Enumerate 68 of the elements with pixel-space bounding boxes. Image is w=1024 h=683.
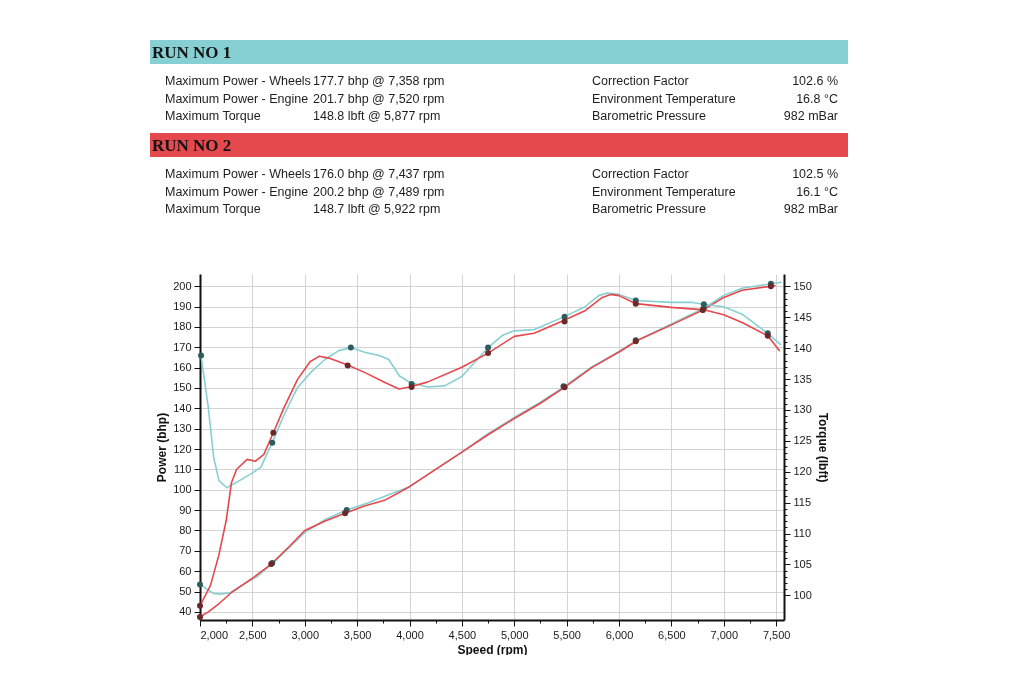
text: 102.6 % <box>792 74 838 88</box>
x-tick-label: 2,500 <box>239 628 267 641</box>
y-tick-label: 190 <box>173 300 192 313</box>
y2-tick-label: 120 <box>793 465 812 478</box>
text: 177.7 bhp @ 7,358 rpm <box>313 74 445 88</box>
text: 148.8 lbft @ 5,877 rpm <box>313 109 441 123</box>
text: Environment Temperature <box>592 91 736 106</box>
x-tick-label: 3,000 <box>291 628 320 641</box>
text: 16.1 °C <box>796 184 838 199</box>
y-tick-label: 140 <box>173 401 192 414</box>
y-tick-label: 150 <box>173 381 192 394</box>
x-tick-label: 6,500 <box>658 628 686 641</box>
x-tick-label: 4,000 <box>396 628 424 641</box>
y-tick-label: 100 <box>173 483 192 496</box>
text: 982 mBar <box>783 109 838 123</box>
x-tick-label: 5,500 <box>553 628 581 641</box>
y-tick-label: 200 <box>173 279 192 292</box>
text: Maximum Power - Engine <box>165 91 309 106</box>
y-tick-label: 170 <box>173 340 192 353</box>
text: RUN NO 2 <box>152 136 232 155</box>
x-tick-label: 4,500 <box>448 628 477 641</box>
y-tick-label: 70 <box>179 544 192 557</box>
y-tick-label: 180 <box>173 320 192 333</box>
x-tick-label: 2,000 <box>200 628 229 641</box>
y2-tick-label: 115 <box>793 496 812 509</box>
text: RUN NO 1 <box>152 43 232 62</box>
text: 16.8 °C <box>796 91 838 106</box>
y-tick-label: 40 <box>179 605 192 618</box>
y2-tick-label: 130 <box>793 403 812 416</box>
x-tick-label: 7,000 <box>710 628 739 641</box>
x-tick-label: 5,000 <box>500 628 529 641</box>
text: Maximum Power - Engine <box>165 184 309 199</box>
y2-axis-title: Torque (lbft) <box>815 412 830 483</box>
text: Barometric Pressure <box>592 109 706 123</box>
y2-tick-label: 135 <box>793 372 812 385</box>
y-tick-label: 120 <box>173 442 192 455</box>
text: Maximum Power - Wheels <box>165 167 311 181</box>
text: 148.7 lbft @ 5,922 rpm <box>313 202 441 216</box>
y-tick-label: 130 <box>173 422 192 435</box>
y2-tick-label: 140 <box>793 341 812 354</box>
text: Maximum Torque <box>165 202 261 216</box>
x-tick-label: 3,500 <box>343 628 372 641</box>
text: Maximum Power - Wheels <box>165 74 311 88</box>
y-tick-label: 90 <box>179 503 192 516</box>
y-tick-label: 110 <box>173 462 192 475</box>
y2-tick-label: 105 <box>793 557 812 570</box>
text: 982 mBar <box>783 202 838 216</box>
text: 176.0 bhp @ 7,437 rpm <box>313 167 445 181</box>
y-tick-label: 50 <box>179 585 192 598</box>
y2-tick-label: 145 <box>793 310 812 323</box>
text: 200.2 bhp @ 7,489 rpm <box>313 184 445 199</box>
text: Barometric Pressure <box>592 202 706 216</box>
text: Environment Temperature <box>592 184 736 199</box>
y-tick-label: 80 <box>179 523 192 536</box>
x-tick-label: 7,500 <box>762 628 791 641</box>
text: 201.7 bhp @ 7,520 rpm <box>313 91 445 106</box>
y2-tick-label: 125 <box>793 434 812 447</box>
text: Maximum Torque <box>165 109 261 123</box>
text: Correction Factor <box>592 74 689 88</box>
y-tick-label: 60 <box>179 564 192 577</box>
y2-tick-label: 110 <box>793 527 812 539</box>
y2-tick-label: 100 <box>793 588 812 601</box>
x-tick-label: 6,000 <box>605 628 634 641</box>
text: Correction Factor <box>592 167 689 181</box>
y2-tick-label: 150 <box>793 279 812 292</box>
text: 102.5 % <box>792 167 838 181</box>
y-axis-title: Power (bhp) <box>155 412 170 483</box>
y-tick-label: 160 <box>173 361 192 374</box>
